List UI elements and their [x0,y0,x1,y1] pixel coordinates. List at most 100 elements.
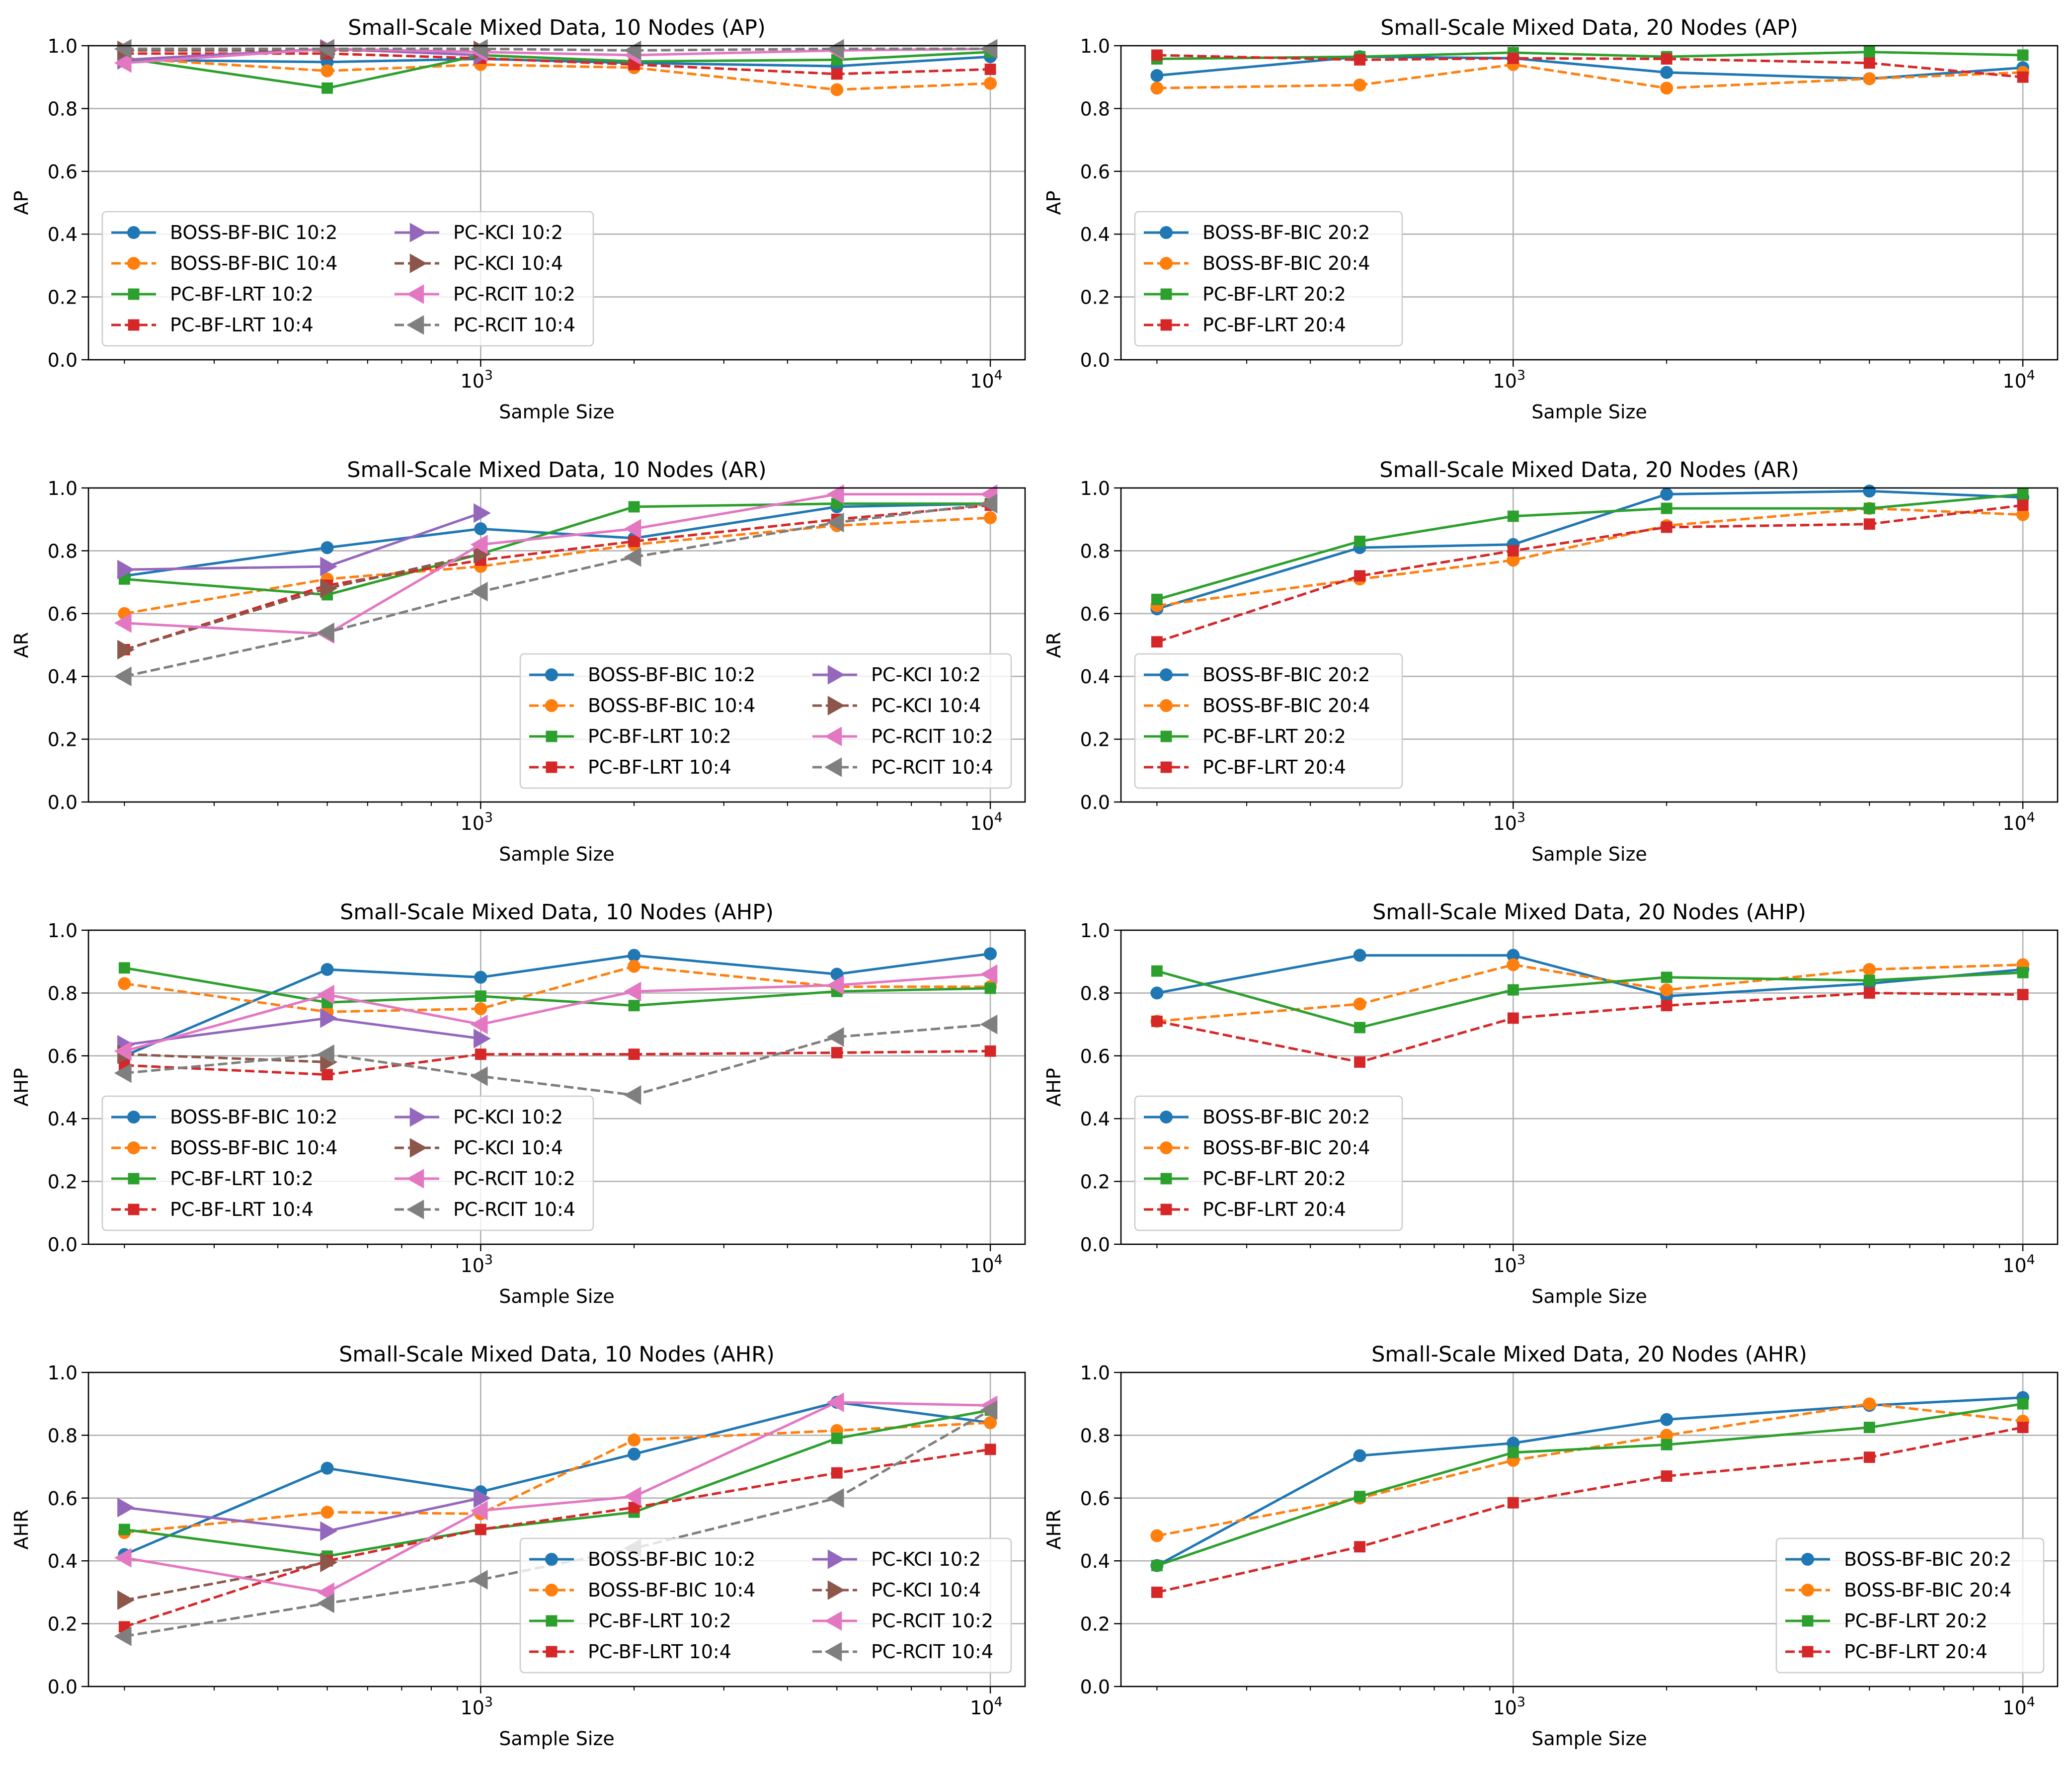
data-point [1353,997,1366,1011]
data-point [831,1433,843,1444]
legend-marker [1160,1141,1173,1154]
data-point [1150,69,1164,82]
chart-panel: Small-Scale Mixed Data, 20 Nodes (AP) 0.0… [1043,15,2059,423]
y-tick-label: 0.4 [1080,1550,1110,1572]
data-point [1150,1529,1164,1542]
data-point [1507,1437,1520,1450]
legend-marker [1160,288,1172,300]
legend-marker [406,1169,424,1189]
x-axis-label: Sample Size [1531,1728,1647,1750]
data-point [1507,958,1520,971]
x-tick-label: 104 [970,1252,1003,1277]
data-point [984,1416,997,1430]
y-tick-label: 0.2 [1080,1613,1110,1635]
data-point [1507,1497,1519,1509]
data-point [474,1488,491,1508]
series-line [124,1023,991,1097]
series-line [124,51,991,89]
data-point [317,39,334,59]
y-tick-label: 1.0 [1080,35,1110,57]
series-group [114,484,998,686]
chart-panel: Small-Scale Mixed Data, 20 Nodes (AHP) 0.… [1043,900,2059,1307]
series-line [124,973,991,1052]
series-line [124,1421,991,1534]
y-tick-label: 1.0 [48,920,78,942]
data-point [1507,984,1519,996]
data-point [2016,508,2030,521]
legend-label: PC-RCIT 10:4 [871,756,993,778]
legend-label: BOSS-BF-BIC 20:2 [1202,1106,1370,1128]
legend-marker [1160,319,1172,331]
legend-label: PC-KCI 10:2 [871,1548,981,1570]
x-axis-label: Sample Size [499,1285,615,1307]
x-axis-label: Sample Size [499,843,615,865]
data-point [1661,502,1673,514]
y-tick-label: 0.6 [48,161,78,183]
data-point [1661,1439,1673,1450]
chart-panel: Small-Scale Mixed Data, 10 Nodes (AR) 0.0… [10,458,1026,865]
series-line [124,1401,991,1556]
data-point [1660,1413,1674,1426]
y-tick-label: 0.2 [48,1613,78,1635]
data-point [470,1570,488,1590]
series-line [124,504,991,651]
data-point [470,1501,488,1521]
data-point [628,1447,641,1461]
data-point [1660,81,1674,95]
data-point [980,493,998,514]
plot-frame [1120,1371,2059,1687]
series-line [124,52,991,76]
data-point [628,1000,640,1012]
series-line [124,1409,991,1558]
plot-frame [87,45,1026,361]
legend-label: PC-RCIT 10:2 [453,1168,575,1190]
data-point [984,1045,996,1057]
y-axis-label: AR [10,632,32,658]
series-line [124,965,991,1013]
legend-label: PC-KCI 10:4 [453,252,563,274]
series-line [1156,991,2023,1063]
y-axis-label: AHR [1043,1510,1065,1550]
y-tick-label: 0.0 [48,792,78,813]
data-point [1863,963,1876,976]
y-axis-label: AP [10,191,32,215]
legend-marker [546,730,558,742]
data-point [1661,1000,1673,1012]
legend-marker [824,757,842,777]
legend-marker [127,1111,140,1123]
data-point [628,960,641,973]
data-point [320,1521,338,1541]
data-point [1150,81,1164,95]
legend-label: PC-BF-LRT 20:4 [1202,756,1346,778]
legend-marker [1160,668,1173,681]
y-tick-label: 0.6 [1080,1045,1110,1067]
data-point [980,964,998,984]
legend-label: PC-BF-LRT 10:2 [588,725,731,747]
data-point [2017,989,2029,1000]
series-group [114,1392,998,1646]
legend-marker [128,288,140,300]
data-point [1863,46,1875,58]
legend-marker [545,699,558,712]
y-axis-label: AHP [1043,1068,1065,1106]
series-line [124,47,991,65]
y-tick-label: 0.8 [1080,540,1110,562]
legend-label: BOSS-BF-BIC 10:4 [588,1579,755,1601]
series-line [1156,1396,2023,1567]
data-point [320,963,334,976]
x-tick-label: 104 [970,810,1003,834]
data-point [980,1014,998,1035]
series-line [124,47,991,52]
series-line [124,1448,991,1628]
data-point [831,68,843,80]
data-point [1507,510,1519,522]
y-tick-label: 0.6 [48,603,78,625]
chart-panel: Small-Scale Mixed Data, 10 Nodes (AP) 0.0… [10,15,1026,423]
legend-marker [128,1203,140,1215]
legend-marker [406,284,424,304]
series-group [1150,484,2030,648]
plot-frame [87,1371,1026,1687]
data-point [475,1048,486,1060]
legend-marker [824,726,842,746]
y-tick-label: 0.8 [48,982,78,1004]
